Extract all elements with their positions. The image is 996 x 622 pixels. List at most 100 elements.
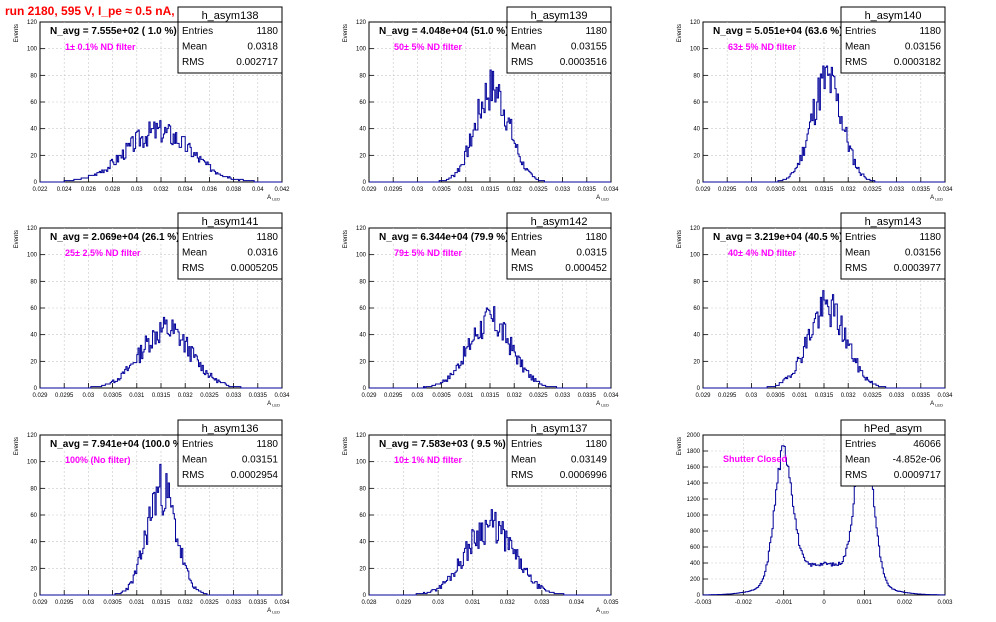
stats-value: 1180 [585,232,607,243]
x-tick-label: 0.03 [746,393,758,399]
y-tick-label: 0 [34,180,38,186]
histogram-line [369,69,611,183]
histogram-panel-h_asym138: 0.022 0.024 0.026 0.028 0.03 0.032 0.034 0.036 0… [14,6,290,202]
x-tick-label: 0.0305 [432,187,451,193]
y-tick-label: 60 [359,513,366,519]
stats-label: Entries [845,232,876,243]
x-tick-label: 0.033 [555,187,571,193]
stats-value: 0.0006996 [560,470,608,481]
x-axis-label: A LED [930,401,943,408]
y-tick-label: 80 [693,73,700,79]
stats-label: Entries [182,232,213,243]
x-tick-label: 0.032 [507,187,523,193]
stats-value: 1180 [585,439,607,450]
y-tick-label: 400 [690,561,701,567]
stats-value: 0.0002954 [231,470,279,481]
x-tick-label: 0.032 [153,187,169,193]
x-tick-label: 0.029 [396,600,412,606]
stats-title: h_asym136 [202,423,259,435]
stats-box [506,419,612,487]
x-tick-label: 0.032 [178,600,194,606]
x-tick-label: 0.024 [57,187,73,193]
y-tick-label: 120 [27,20,38,26]
histogram-line [702,434,946,596]
y-tick-label: 40 [30,540,37,546]
y-tick-label: 0 [34,386,38,392]
y-tick-label: 100 [356,253,367,259]
x-tick-label: 0.031 [465,600,481,606]
stats-label: RMS [845,263,868,274]
stats-box [177,419,283,487]
stats-value: 0.03149 [571,455,608,466]
stats-label: RMS [511,57,534,68]
histogram-panel-h_asym136: 0.029 0.0295 0.03 0.0305 0.031 0.0315 0.032 0.0… [14,419,290,615]
stats-value: -4.852e-06 [893,455,942,466]
y-tick-label: 80 [359,73,366,79]
histogram-line [369,509,611,596]
histogram-line [703,65,945,183]
y-tick-label: 60 [30,100,37,106]
x-tick-label: 0.034 [178,187,194,193]
x-tick-label: 0.031 [792,393,808,399]
filter-label: 25± 2.5% ND filter [65,248,141,258]
filter-label: 63± 5% ND filter [728,42,796,52]
y-tick-label: 120 [27,226,38,232]
x-tick-label: 0.0295 [55,393,74,399]
y-tick-label: 120 [27,433,38,439]
y-tick-label: 40 [359,333,366,339]
y-tick-label: 40 [693,333,700,339]
y-tick-label: 100 [690,253,701,259]
histogram-panel-h_asym142: 0.029 0.0295 0.03 0.0305 0.031 0.0315 0.032 0.0… [343,212,619,408]
stats-title: h_asym142 [531,216,588,228]
x-tick-label: 0.03 [412,187,424,193]
x-axis-label: A LED [930,195,943,202]
stats-value: 0.002717 [236,57,278,68]
stats-label: RMS [511,263,534,274]
histogram-panel-h_asym139: 0.029 0.0295 0.03 0.0305 0.031 0.0315 0.032 0.0… [343,6,619,202]
y-tick-label: 120 [690,226,701,232]
y-tick-label: 120 [356,433,367,439]
nav-label: N_avg = 7.583e+03 ( 9.5 %) [379,439,506,450]
stats-label: Entries [845,439,876,450]
y-axis-label: Events [14,24,20,42]
x-tick-label: 0.034 [603,187,619,193]
stats-label: Entries [511,26,542,37]
x-tick-label: 0.033 [889,187,905,193]
x-tick-label: 0.034 [274,600,290,606]
x-tick-label: 0.0315 [152,393,171,399]
x-tick-label: 0.031 [792,187,808,193]
y-tick-label: 80 [30,279,37,285]
y-tick-label: 1600 [687,465,701,471]
stats-value: 0.0009717 [894,470,942,481]
y-tick-label: 120 [356,20,367,26]
x-axis-label: A LED [267,195,280,202]
stats-box [177,212,283,280]
x-tick-label: 0.042 [274,187,290,193]
x-tick-label: 0.0315 [481,187,500,193]
x-tick-label: 0.029 [361,187,377,193]
x-tick-label: 0.03 [131,187,143,193]
x-tick-label: 0.0305 [432,393,451,399]
stats-box [840,212,946,280]
stats-title: h_asym139 [531,10,588,22]
histogram-line [369,306,611,389]
y-tick-label: 20 [30,566,37,572]
x-tick-label: 0.0325 [200,600,219,606]
x-tick-label: 0.0305 [103,393,122,399]
stats-value: 1180 [256,439,278,450]
x-tick-label: 0.003 [937,600,953,606]
x-tick-label: 0.029 [695,393,711,399]
x-tick-label: 0.03 [412,393,424,399]
stats-label: Mean [845,455,870,466]
x-tick-label: 0.029 [32,600,48,606]
nav-label-box [704,23,866,37]
x-tick-label: -0.001 [775,600,793,606]
stats-value: 46066 [913,439,941,450]
y-tick-label: 100 [27,47,38,53]
histogram-panel-hPed_asym: -0.003 -0.002 -0.001 0 0.001 0.002 0.003 0 200 40… [677,419,953,606]
stats-value: 0.03151 [242,455,279,466]
y-tick-label: 20 [359,566,366,572]
x-tick-label: 0.034 [603,393,619,399]
y-tick-label: 2000 [687,433,701,439]
y-tick-label: 60 [30,306,37,312]
